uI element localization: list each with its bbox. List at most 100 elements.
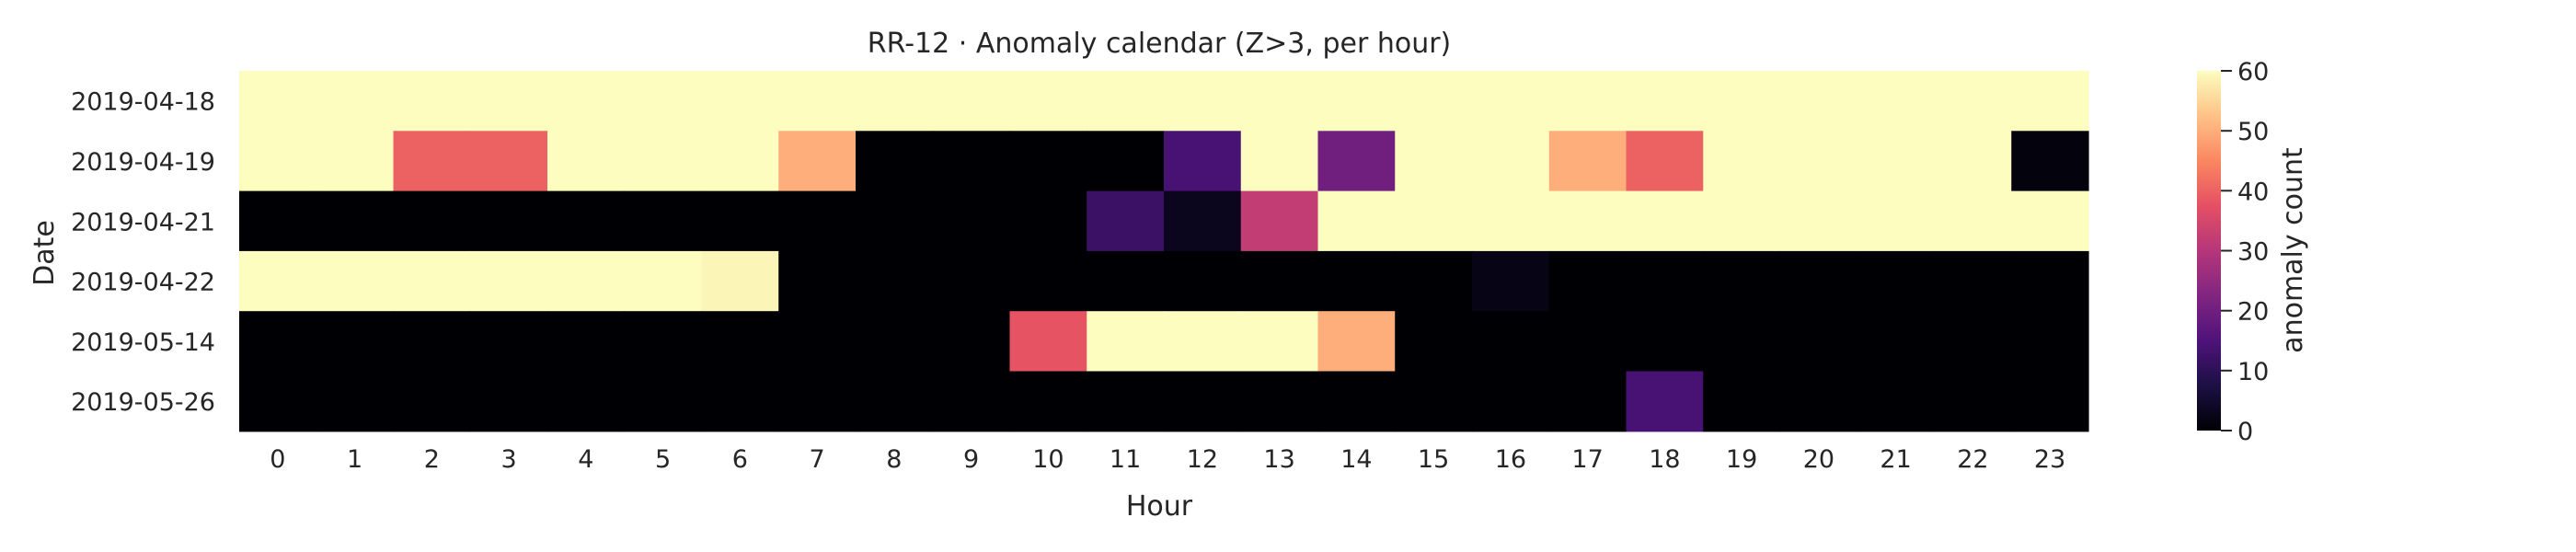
heatmap-cell	[316, 371, 395, 432]
colorbar-tick-label: 50	[2237, 118, 2269, 146]
heatmap-cell	[1857, 190, 1936, 252]
heatmap-cell	[1395, 311, 1473, 373]
heatmap-cell	[856, 371, 934, 432]
heatmap-cell	[1317, 250, 1396, 312]
heatmap-cell	[932, 190, 1011, 252]
heatmap-cell	[1240, 131, 1319, 192]
y-tick-label: 2019-04-19	[71, 148, 215, 177]
heatmap-cell	[624, 250, 703, 312]
heatmap-cell	[932, 371, 1011, 432]
x-tick-label: 19	[1726, 445, 1757, 474]
heatmap-cell	[1703, 250, 1781, 312]
heatmap-cell	[1009, 311, 1087, 373]
heatmap-cell	[2011, 371, 2089, 432]
heatmap-cell	[1934, 250, 2012, 312]
heatmap-cell	[1857, 371, 1936, 432]
x-tick-label: 20	[1803, 445, 1834, 474]
heatmap-cell	[1087, 71, 1165, 132]
heatmap-cell	[624, 71, 703, 132]
heatmap-cell	[701, 190, 779, 252]
heatmap-cell	[470, 190, 548, 252]
heatmap-cell	[316, 250, 395, 312]
heatmap-cell	[547, 250, 626, 312]
colorbar-label: anomaly count	[2277, 147, 2309, 353]
heatmap-cell	[1164, 311, 1242, 373]
colorbar-tick-label: 20	[2237, 298, 2269, 327]
heatmap-cell	[1395, 131, 1473, 192]
heatmap-cell	[470, 250, 548, 312]
heatmap-cell	[701, 371, 779, 432]
heatmap-cell	[701, 311, 779, 373]
heatmap-cell	[1548, 190, 1627, 252]
heatmap-cell	[1009, 131, 1087, 192]
heatmap-cell	[239, 371, 317, 432]
heatmap-cell	[778, 371, 857, 432]
x-tick-label: 0	[270, 445, 285, 474]
heatmap-cell	[2011, 71, 2089, 132]
heatmap-cell	[932, 131, 1011, 192]
y-axis-label: Date	[29, 220, 61, 286]
heatmap-cell	[856, 250, 934, 312]
heatmap-cell	[393, 71, 471, 132]
heatmap-cell	[1548, 71, 1627, 132]
heatmap-cell	[316, 71, 395, 132]
heatmap-cell	[2011, 190, 2089, 252]
y-tick-labels: 2019-04-18 2019-04-19 2019-04-21 2019-04-22…	[71, 88, 215, 417]
heatmap-cell	[1395, 250, 1473, 312]
heatmap-cell	[1164, 190, 1242, 252]
heatmap-cell	[932, 71, 1011, 132]
heatmap-cell	[1934, 71, 2012, 132]
heatmap-cell	[932, 250, 1011, 312]
heatmap-cell	[1472, 190, 1550, 252]
heatmap-cell	[1009, 71, 1087, 132]
heatmap-cell	[2011, 250, 2089, 312]
heatmap-cell	[1703, 371, 1781, 432]
heatmap-cell	[1240, 371, 1319, 432]
heatmap-cell	[1240, 71, 1319, 132]
x-tick-label: 15	[1418, 445, 1449, 474]
heatmap-cell	[1857, 250, 1936, 312]
heatmap-cell	[1395, 190, 1473, 252]
heatmap-cell	[1703, 71, 1781, 132]
heatmap-cell	[778, 71, 857, 132]
heatmap-cell	[1626, 190, 1704, 252]
heatmap-cell	[1317, 71, 1396, 132]
heatmap-cell	[1087, 311, 1165, 373]
heatmap-cell	[932, 311, 1011, 373]
heatmap-cell	[1395, 371, 1473, 432]
heatmap-cell	[1009, 190, 1087, 252]
heatmap-cell	[624, 311, 703, 373]
heatmap-cell	[1240, 190, 1319, 252]
heatmap-cell	[1548, 131, 1627, 192]
heatmap-cell	[1626, 371, 1704, 432]
heatmap-cell	[1164, 371, 1242, 432]
heatmap-cell	[393, 250, 471, 312]
x-tick-label: 1	[347, 445, 362, 474]
x-tick-label: 12	[1187, 445, 1218, 474]
heatmap-cell	[1934, 371, 2012, 432]
heatmap-cell	[470, 371, 548, 432]
heatmap-cell	[1317, 131, 1396, 192]
heatmap-cell	[1472, 71, 1550, 132]
x-tick-label: 4	[578, 445, 593, 474]
heatmap-cell	[856, 71, 934, 132]
colorbar-ticks: 0 10 20 30 40 50 60	[2221, 58, 2269, 446]
x-tick-label: 21	[1880, 445, 1911, 474]
x-tick-label: 16	[1495, 445, 1526, 474]
heatmap-cell	[1548, 250, 1627, 312]
heatmap-cell	[1317, 311, 1396, 373]
heatmap-cell	[1780, 71, 1858, 132]
heatmap-cell	[547, 71, 626, 132]
heatmap-cell	[1780, 131, 1858, 192]
colorbar-tick-label: 40	[2237, 178, 2269, 206]
heatmap-cell	[1087, 250, 1165, 312]
heatmap-cell	[1857, 311, 1936, 373]
x-tick-label: 10	[1032, 445, 1064, 474]
heatmap-cell	[701, 71, 779, 132]
y-tick-label: 2019-05-14	[71, 328, 215, 357]
heatmap-cell	[316, 311, 395, 373]
heatmap-cell	[1240, 311, 1319, 373]
x-tick-label: 9	[963, 445, 979, 474]
heatmap-cell	[1087, 371, 1165, 432]
